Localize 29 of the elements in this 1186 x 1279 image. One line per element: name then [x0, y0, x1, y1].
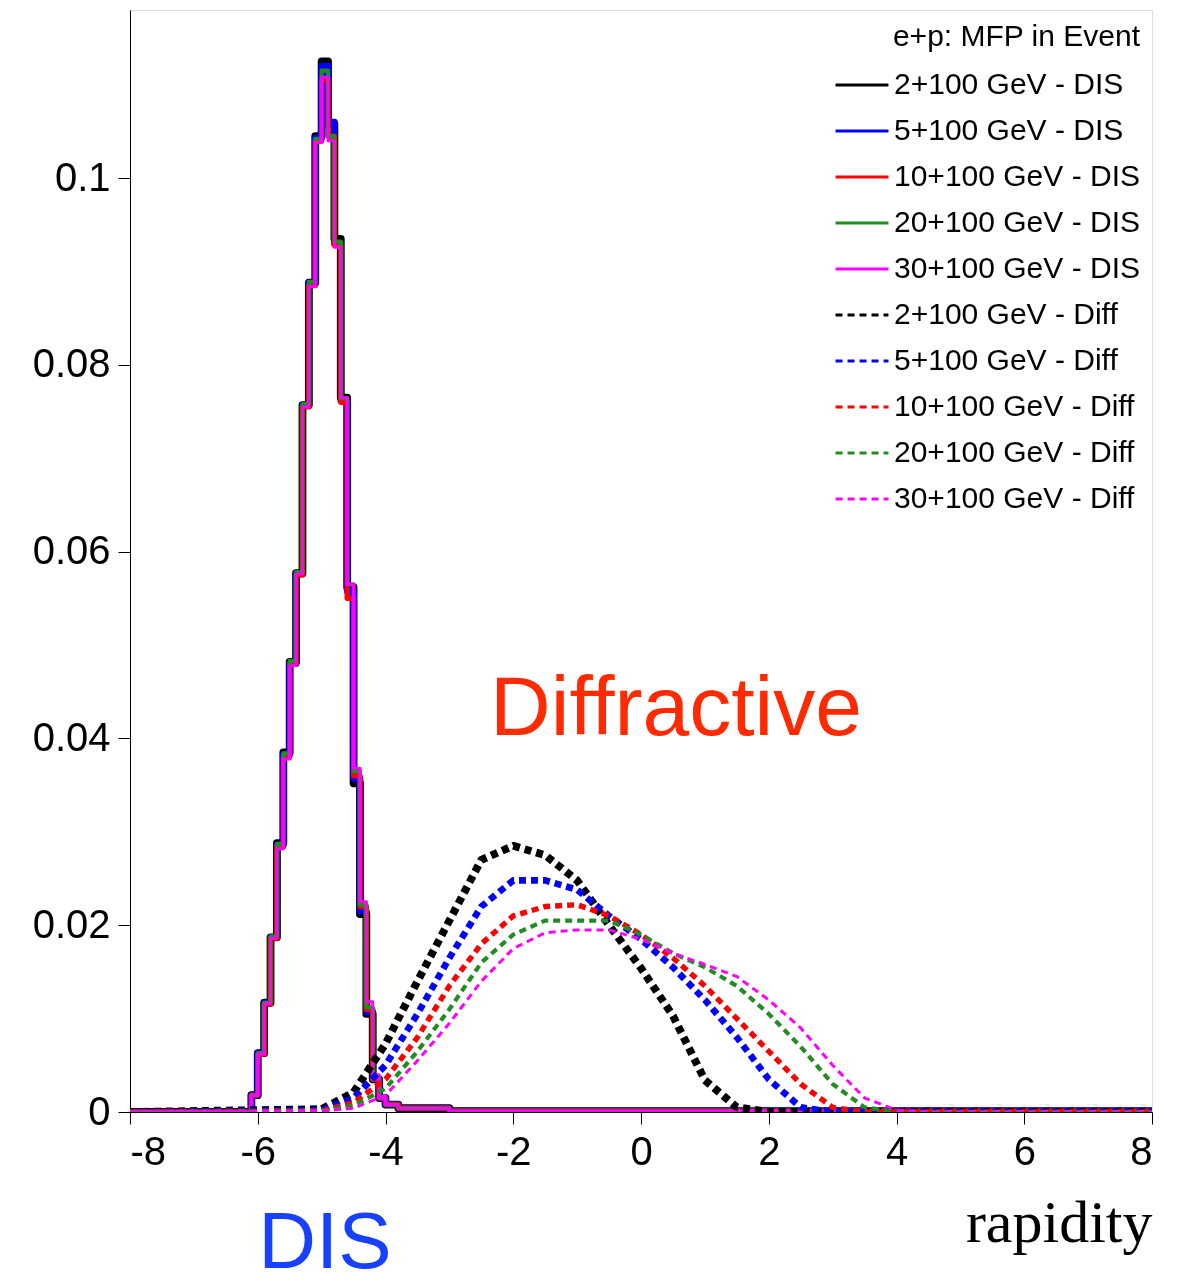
legend-label: 10+100 GeV - DIS [894, 159, 1140, 192]
legend-label: 30+100 GeV - Diff [894, 481, 1136, 514]
x-tick-label: -8 [130, 1128, 167, 1173]
y-tick-label: 0 [88, 1088, 111, 1133]
text: DIS [258, 1196, 392, 1279]
y-tick-label: 0.04 [32, 714, 111, 759]
legend-label: 2+100 GeV - Diff [894, 297, 1119, 330]
legend-label: 5+100 GeV - Diff [894, 343, 1119, 376]
legend-label: 20+100 GeV - Diff [894, 435, 1136, 468]
y-tick-label: 0.06 [32, 528, 111, 573]
y-tick-label: 0.08 [32, 341, 111, 386]
legend-title: e+p: MFP in Event [892, 19, 1141, 52]
x-tick-label: 0 [630, 1128, 653, 1173]
legend-label: 5+100 GeV - DIS [894, 113, 1124, 146]
x-axis-title: rapidity [965, 1188, 1153, 1255]
y-tick-label: 0.1 [54, 154, 111, 199]
x-tick-label: -6 [240, 1128, 277, 1173]
legend-label: 30+100 GeV - DIS [894, 251, 1140, 284]
x-tick-label: 2 [758, 1128, 781, 1173]
legend-label: 10+100 GeV - Diff [894, 389, 1136, 422]
x-tick-label: -2 [495, 1128, 532, 1173]
x-tick-label: -4 [368, 1128, 404, 1173]
x-tick-label: 4 [885, 1128, 909, 1173]
x-tick-label: 6 [1013, 1128, 1036, 1173]
annotation: Diffractive [490, 659, 862, 753]
legend-label: 20+100 GeV - DIS [894, 205, 1140, 238]
legend-label: 2+100 GeV - DIS [894, 67, 1124, 100]
x-tick-label: 8 [1130, 1128, 1153, 1173]
y-tick-label: 0.02 [32, 901, 111, 946]
